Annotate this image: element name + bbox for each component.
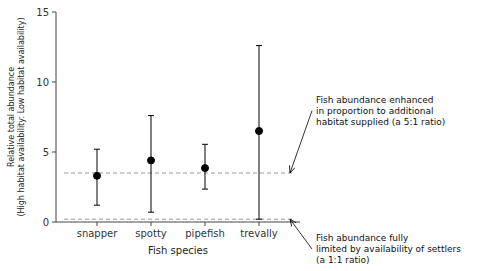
x-tick (97, 222, 98, 226)
point (148, 157, 155, 164)
error-cap-lower (148, 212, 154, 213)
point (256, 128, 263, 135)
error-cap-upper (148, 115, 154, 116)
y-tick-label: 15 (36, 7, 49, 18)
annotation-arrow (290, 111, 312, 173)
annotation: Fish abundance enhancedin proportion to … (316, 95, 445, 127)
error-cap-lower (202, 189, 208, 190)
plot-area (64, 46, 294, 220)
x-tick-label: trevally (240, 228, 278, 239)
y-tick (52, 152, 56, 153)
x-axis-line (56, 222, 300, 223)
annotation: Fish abundance fullylimited by availabil… (316, 233, 461, 265)
x-tick (205, 222, 206, 226)
annotation-arrow (290, 219, 312, 249)
point (94, 172, 101, 179)
error-cap-lower (94, 205, 100, 206)
y-axis-label: Relative total abundance(High habitat av… (7, 17, 26, 216)
x-tick-label: pipefish (185, 228, 224, 239)
error-cap-upper (256, 45, 262, 46)
x-tick (259, 222, 260, 226)
y-tick-label: 5 (43, 147, 49, 158)
y-axis-line (56, 12, 57, 222)
x-tick (151, 222, 152, 226)
error-cap-lower (256, 219, 262, 220)
y-tick (52, 222, 56, 223)
y-tick-label: 0 (43, 217, 49, 228)
y-tick (52, 12, 56, 13)
x-tick-label: spotty (135, 228, 167, 239)
chart: 0 5 10 15 snapper spotty pipefish trevally Fish … (0, 0, 500, 271)
point (202, 165, 209, 172)
y-tick-label: 10 (36, 77, 49, 88)
x-axis-label: Fish species (148, 245, 208, 256)
error-cap-upper (202, 144, 208, 145)
reference-line (64, 219, 294, 220)
y-tick (52, 82, 56, 83)
error-cap-upper (94, 149, 100, 150)
x-tick-label: snapper (77, 228, 119, 239)
